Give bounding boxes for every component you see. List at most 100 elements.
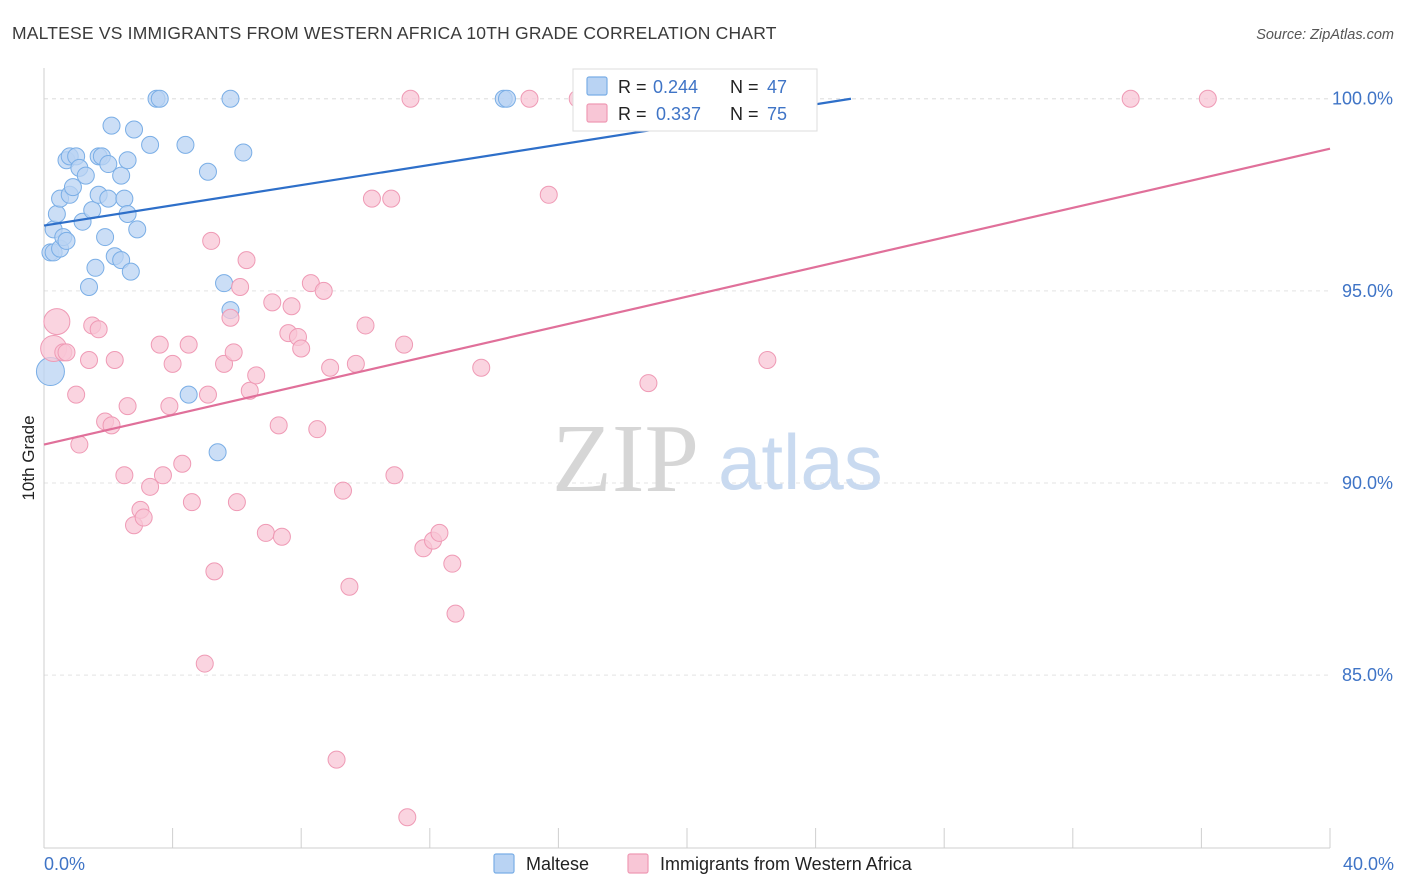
western-africa-n-value: 75 (767, 104, 787, 124)
series-maltese-points (35, 89, 751, 462)
western-africa-point (227, 493, 246, 512)
maltese-point (221, 89, 240, 108)
western-africa-point (141, 477, 160, 496)
western-africa-point (308, 420, 327, 439)
maltese-point (150, 89, 169, 108)
chart-source: Source: ZipAtlas.com (1256, 27, 1394, 43)
maltese-point (141, 135, 160, 154)
maltese-point (497, 89, 516, 108)
maltese-point (121, 262, 140, 281)
western-africa-point (80, 351, 99, 370)
western-africa-point (67, 385, 86, 404)
western-africa-point (134, 508, 153, 527)
western-africa-point (321, 358, 340, 377)
western-africa-point (263, 293, 282, 312)
y-tick-label: 95.0% (1342, 281, 1393, 301)
maltese-point (47, 205, 66, 224)
watermark-zip: ZIP (552, 405, 699, 513)
western-africa-point (446, 604, 465, 623)
maltese-point (115, 189, 134, 208)
western-africa-trend-line (43, 147, 1331, 446)
legend-swatch-maltese (493, 853, 515, 874)
maltese-n-label: N = (730, 77, 759, 97)
western-africa-point (150, 335, 169, 354)
maltese-point (118, 151, 137, 170)
maltese-point (96, 228, 115, 247)
maltese-point (80, 278, 99, 297)
western-africa-point (398, 808, 417, 827)
western-africa-swatch (586, 103, 608, 123)
western-africa-point (382, 189, 401, 208)
western-africa-point (57, 343, 76, 362)
western-africa-point (346, 354, 365, 373)
gridlines (44, 98, 1330, 676)
western-africa-point (1198, 89, 1217, 108)
maltese-r-value: 0.244 (653, 77, 698, 97)
maltese-point (76, 166, 95, 185)
western-africa-point (1121, 89, 1140, 108)
western-africa-point (205, 562, 224, 581)
western-africa-point (231, 278, 250, 297)
western-africa-point (282, 297, 301, 316)
maltese-point (215, 274, 234, 293)
western-africa-point (240, 381, 259, 400)
maltese-point (112, 166, 131, 185)
x-tick-label-max: 40.0% (1343, 854, 1394, 874)
series-western-africa-points (40, 89, 1217, 827)
maltese-swatch (586, 76, 608, 96)
maltese-point (102, 116, 121, 135)
y-tick-labels: 85.0% 90.0% 95.0% 100.0% (1332, 89, 1393, 685)
western-africa-point (520, 89, 539, 108)
western-africa-point (758, 351, 777, 370)
maltese-point (35, 357, 65, 387)
western-africa-point (247, 366, 266, 385)
maltese-point (86, 258, 105, 277)
western-africa-point (272, 527, 291, 546)
maltese-point (99, 189, 118, 208)
maltese-point (125, 120, 144, 139)
maltese-point (128, 220, 147, 239)
western-africa-point (224, 343, 243, 362)
western-africa-point (160, 397, 179, 416)
x-tick-label-min: 0.0% (44, 854, 85, 874)
western-africa-point (182, 493, 201, 512)
maltese-point (112, 251, 131, 270)
legend-label-western-africa: Immigrants from Western Africa (660, 854, 913, 874)
western-africa-point (105, 351, 124, 370)
stats-legend-box (572, 68, 818, 132)
western-africa-point (43, 308, 71, 336)
western-africa-point (430, 523, 449, 542)
maltese-point (176, 135, 195, 154)
western-africa-point (153, 466, 172, 485)
western-africa-point (292, 339, 311, 358)
western-africa-point (314, 281, 333, 300)
western-africa-point (539, 185, 558, 204)
maltese-point (234, 143, 253, 162)
western-africa-point (115, 466, 134, 485)
maltese-point (208, 443, 227, 462)
western-africa-point (118, 397, 137, 416)
watermark: ZIP atlas (552, 405, 883, 513)
stats-legend: R = 0.244 N = 47 R = 0.337 N = 75 (572, 68, 818, 132)
legend-label-maltese: Maltese (526, 854, 589, 874)
western-africa-point (163, 354, 182, 373)
y-tick-label: 100.0% (1332, 89, 1393, 109)
maltese-point (99, 155, 118, 174)
western-africa-r-label: R = (618, 104, 647, 124)
western-africa-point (395, 335, 414, 354)
western-africa-point (269, 416, 288, 435)
maltese-r-label: R = (618, 77, 647, 97)
western-africa-point (340, 577, 359, 596)
western-africa-point (179, 335, 198, 354)
western-africa-point (639, 374, 658, 393)
western-africa-point (173, 454, 192, 473)
maltese-point (198, 162, 217, 181)
y-axis-label: 10th Grade (19, 415, 38, 500)
western-africa-point (89, 320, 108, 339)
western-africa-point (195, 654, 214, 673)
y-tick-label: 85.0% (1342, 665, 1393, 685)
watermark-atlas: atlas (718, 418, 883, 506)
western-africa-r-value: 0.337 (656, 104, 701, 124)
maltese-point (179, 385, 198, 404)
